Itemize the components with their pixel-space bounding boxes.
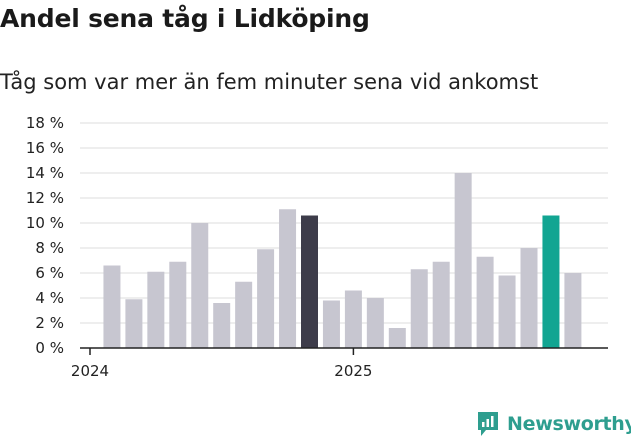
chart-subtitle: Tåg som var mer än fem minuter sena vid … — [0, 70, 539, 94]
y-tick-label: 8 % — [35, 239, 64, 257]
bars — [103, 173, 582, 348]
bar-2025-05 — [432, 261, 450, 348]
brand-name: Newsworthy — [507, 413, 631, 435]
y-tick-label: 4 % — [35, 289, 64, 307]
bar-2024-10 — [279, 209, 297, 348]
bar-2025-04 — [410, 269, 428, 348]
bar-2025-10 — [542, 215, 560, 348]
bar-2025-08 — [498, 275, 516, 348]
bar-2024-02 — [103, 265, 121, 348]
bar-2024-03 — [125, 299, 143, 348]
x-tick-label: 2024 — [71, 362, 109, 380]
newsworthy-logo-icon — [478, 412, 498, 436]
x-axis-ticks: 2024 2025 — [71, 348, 372, 380]
y-tick-label: 16 % — [26, 139, 64, 157]
bar-chart: 0 % 2 % 4 % 6 % 8 % 10 % 12 % 14 % 16 % 18 % 2024… — [26, 114, 608, 380]
y-axis-ticks: 0 % 2 % 4 % 6 % 8 % 10 % 12 % 14 % 16 % 18 % — [26, 114, 64, 357]
bar-2024-04 — [147, 271, 165, 348]
newsworthy-logo: Newsworthy — [476, 410, 631, 438]
x-tick-label: 2025 — [334, 362, 372, 380]
bar-2025-06 — [454, 173, 472, 348]
y-tick-label: 2 % — [35, 314, 64, 332]
bar-2024-05 — [169, 261, 187, 348]
bar-2025-11 — [564, 273, 582, 348]
y-tick-label: 6 % — [35, 264, 64, 282]
y-tick-label: 10 % — [26, 214, 64, 232]
bar-2025-02 — [366, 298, 384, 348]
y-tick-label: 0 % — [35, 339, 64, 357]
bar-2024-08 — [235, 281, 253, 348]
bar-2025-07 — [476, 256, 494, 348]
bar-2025-01 — [344, 290, 362, 348]
grid-lines — [80, 122, 608, 324]
bar-2024-06 — [191, 223, 209, 348]
bar-2024-09 — [257, 249, 275, 348]
y-tick-label: 18 % — [26, 114, 64, 132]
bar-2024-11 — [301, 215, 318, 348]
bar-2024-07 — [213, 303, 231, 348]
bar-2025-09 — [520, 248, 538, 348]
y-tick-label: 14 % — [26, 164, 64, 182]
y-tick-label: 12 % — [26, 189, 64, 207]
bar-2024-12 — [322, 300, 340, 348]
bar-2025-03 — [388, 328, 406, 348]
chart-title: Andel sena tåg i Lidköping — [0, 4, 370, 33]
